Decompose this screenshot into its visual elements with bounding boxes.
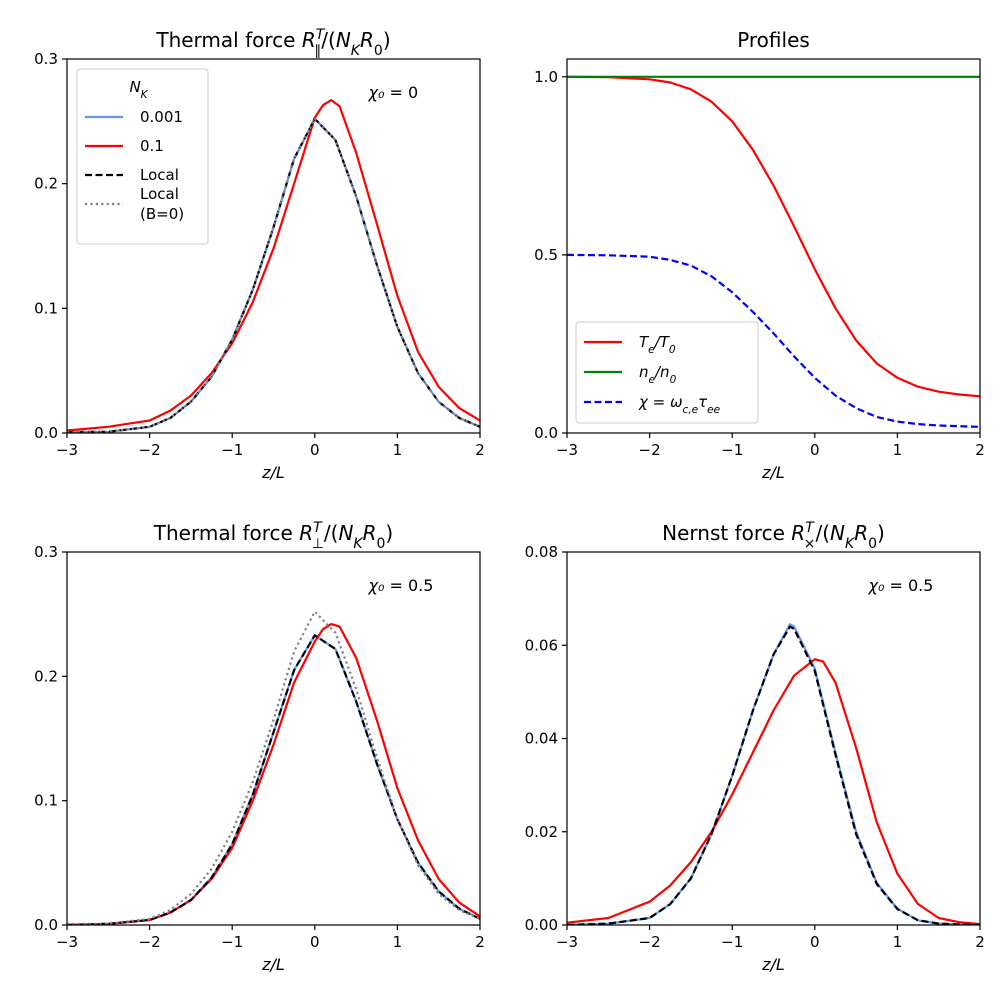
legend-box bbox=[575, 321, 759, 424]
series-line-0-001 bbox=[67, 634, 480, 925]
y-tick-label: 0.02 bbox=[525, 823, 558, 841]
legend-label: ne/n0 bbox=[639, 363, 677, 386]
legend-label: Local bbox=[140, 166, 179, 184]
plot-area bbox=[67, 99, 480, 433]
x-tick-label: −2 bbox=[639, 441, 661, 459]
x-tick-label: 1 bbox=[393, 441, 403, 459]
x-tick-label: −3 bbox=[56, 441, 78, 459]
y-tick-label: 0.1 bbox=[34, 792, 58, 810]
y-tick-label: 0.1 bbox=[34, 299, 58, 317]
x-tick-label: 2 bbox=[975, 933, 985, 951]
x-tick-label: −1 bbox=[721, 441, 743, 459]
series-line-local-b-0- bbox=[67, 117, 480, 433]
x-tick-label: −2 bbox=[139, 441, 161, 459]
axes-frame bbox=[66, 58, 481, 434]
legend-box bbox=[76, 68, 209, 245]
series-line-0-001 bbox=[567, 623, 980, 925]
y-tick-label: 0.2 bbox=[34, 175, 58, 193]
x-tick-label: 0 bbox=[310, 441, 320, 459]
x-tick-label: −3 bbox=[556, 933, 578, 951]
chart-title: Profiles bbox=[737, 28, 810, 52]
legend-label: χ = ωc,eτee bbox=[638, 393, 720, 416]
x-tick-label: −1 bbox=[221, 933, 243, 951]
panel-thermal-perpendicular: −3 −2 −1 0 1 2 0.0 0.1 0.2 0.3 z/L Thermal force RT… bbox=[34, 520, 485, 974]
series-line-local-b-0- bbox=[67, 610, 480, 925]
y-tick-label: 0.04 bbox=[525, 730, 558, 748]
series-line-0-1 bbox=[567, 658, 980, 925]
panel-nernst: −3 −2 −1 0 1 2 0.00 0.02 0.04 0.06 0.08 z/L Nernst f… bbox=[525, 520, 985, 974]
plot-area bbox=[567, 75, 980, 428]
y-tick-label: 1.0 bbox=[534, 68, 558, 86]
y-tick-label: 0.0 bbox=[34, 424, 58, 442]
x-tick-label: −2 bbox=[139, 933, 161, 951]
chart-title: Thermal force RT ⊥/(NKR0) bbox=[153, 520, 393, 552]
x-tick-label: 2 bbox=[475, 933, 485, 951]
x-tick-label: −1 bbox=[221, 441, 243, 459]
axes-frame bbox=[66, 551, 481, 926]
x-tick-label: 0 bbox=[810, 441, 820, 459]
series-line-0-1 bbox=[67, 623, 480, 925]
y-tick-label: 0.3 bbox=[34, 50, 58, 68]
series-line--c-e-ee bbox=[567, 253, 980, 428]
y-tick-label: 0.00 bbox=[525, 916, 558, 934]
y-tick-label: 0.0 bbox=[34, 916, 58, 934]
legend-title: NK bbox=[129, 78, 148, 101]
series-line-local bbox=[67, 634, 480, 925]
x-tick-label: −3 bbox=[56, 933, 78, 951]
series-line-te-t0 bbox=[567, 75, 980, 398]
y-tick-label: 0.5 bbox=[534, 246, 558, 264]
panel-thermal-parallel: −3 −2 −1 0 1 2 0.0 0.1 0.2 0.3 z/L Thermal force RT… bbox=[34, 27, 485, 482]
legend-label: Local bbox=[140, 185, 179, 203]
x-tick-label: −3 bbox=[556, 441, 578, 459]
x-tick-label: 2 bbox=[975, 441, 985, 459]
x-axis-label: z/L bbox=[261, 463, 285, 482]
y-tick-label: 0.08 bbox=[525, 543, 558, 561]
legend-label-line2: (B=0) bbox=[140, 205, 184, 223]
axes-frame bbox=[566, 551, 981, 926]
x-tick-label: 1 bbox=[393, 933, 403, 951]
chart-title: Nernst force RT ×/(NKR0) bbox=[662, 520, 885, 552]
legend-label: 0.001 bbox=[140, 108, 183, 126]
x-tick-label: 2 bbox=[475, 441, 485, 459]
x-tick-label: 0 bbox=[310, 933, 320, 951]
y-tick-label: 0.06 bbox=[525, 636, 558, 654]
x-axis-label: z/L bbox=[761, 955, 785, 974]
x-tick-label: 1 bbox=[893, 441, 903, 459]
chi0-annotation: χ₀ = 0.5 bbox=[867, 576, 933, 595]
panel-profiles: −3 −2 −1 0 1 2 0.0 0.5 1.0 z/L Profiles Te/T0 ne/n0 χ… bbox=[534, 28, 985, 482]
legend-label: Te/T0 bbox=[639, 333, 676, 356]
series-line-local bbox=[567, 625, 980, 925]
legend-label: 0.1 bbox=[140, 137, 164, 155]
x-tick-label: 1 bbox=[893, 933, 903, 951]
x-axis-label: z/L bbox=[761, 463, 785, 482]
y-tick-label: 0.3 bbox=[34, 543, 58, 561]
chi0-annotation: χ₀ = 0.5 bbox=[367, 576, 433, 595]
chi0-annotation: χ₀ = 0 bbox=[367, 83, 418, 102]
x-tick-label: 0 bbox=[810, 933, 820, 951]
axes-frame bbox=[566, 58, 981, 434]
plot-area bbox=[67, 610, 480, 925]
x-tick-label: −2 bbox=[639, 933, 661, 951]
x-axis-label: z/L bbox=[261, 955, 285, 974]
y-tick-label: 0.0 bbox=[534, 424, 558, 442]
chart-title: Thermal force RT ∥/(NKR0) bbox=[155, 27, 390, 59]
plot-area bbox=[567, 623, 980, 925]
x-tick-label: −1 bbox=[721, 933, 743, 951]
y-tick-label: 0.2 bbox=[34, 667, 58, 685]
series-line-0-1 bbox=[67, 99, 480, 432]
